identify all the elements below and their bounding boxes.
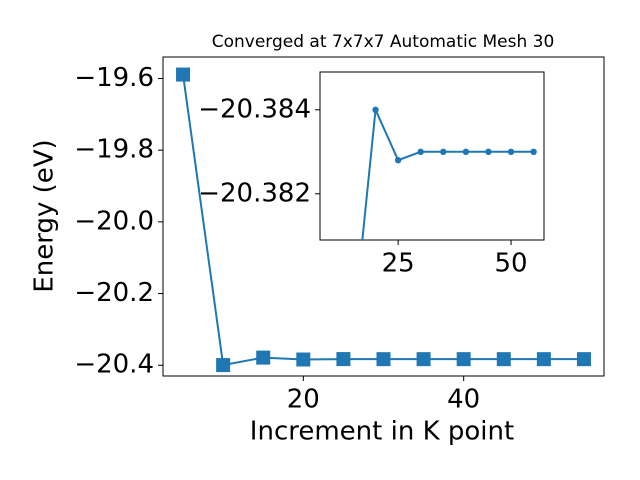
marker xyxy=(496,352,511,367)
y-tick-label: −20.4 xyxy=(74,350,154,380)
y-tick-label: −19.8 xyxy=(74,135,154,165)
marker xyxy=(416,352,431,367)
marker xyxy=(440,148,447,155)
marker xyxy=(536,352,551,367)
marker xyxy=(417,148,424,155)
marker xyxy=(507,148,515,155)
x-axis-label: Increment in K point xyxy=(250,417,514,447)
marker xyxy=(176,67,191,82)
series-group xyxy=(361,105,537,240)
marker xyxy=(256,350,271,365)
y-axis-label: Energy (eV) xyxy=(30,139,60,292)
y-tick-label: −20.2 xyxy=(74,278,154,308)
marker xyxy=(216,358,231,373)
x-tick-label: 20 xyxy=(287,385,320,415)
marker xyxy=(336,352,351,367)
y-tick-label: −20.384 xyxy=(198,94,311,124)
y-tick-label: −20.382 xyxy=(198,178,311,208)
marker xyxy=(296,352,311,367)
y-tick-label: −19.6 xyxy=(74,63,154,93)
series-group xyxy=(176,67,591,373)
marker xyxy=(530,148,537,155)
y-tick-label: −20.0 xyxy=(74,206,154,236)
x-tick-label: 25 xyxy=(382,249,415,279)
marker xyxy=(462,148,470,155)
marker xyxy=(394,157,402,164)
marker xyxy=(576,352,591,367)
marker xyxy=(372,106,379,114)
marker xyxy=(376,352,391,367)
plot-area xyxy=(319,71,545,241)
marker xyxy=(485,148,492,155)
x-tick-label: 40 xyxy=(447,385,480,415)
chart-title: Converged at 7x7x7 Automatic Mesh 30 xyxy=(212,32,555,52)
marker xyxy=(456,352,471,367)
x-tick-label: 50 xyxy=(494,249,527,279)
